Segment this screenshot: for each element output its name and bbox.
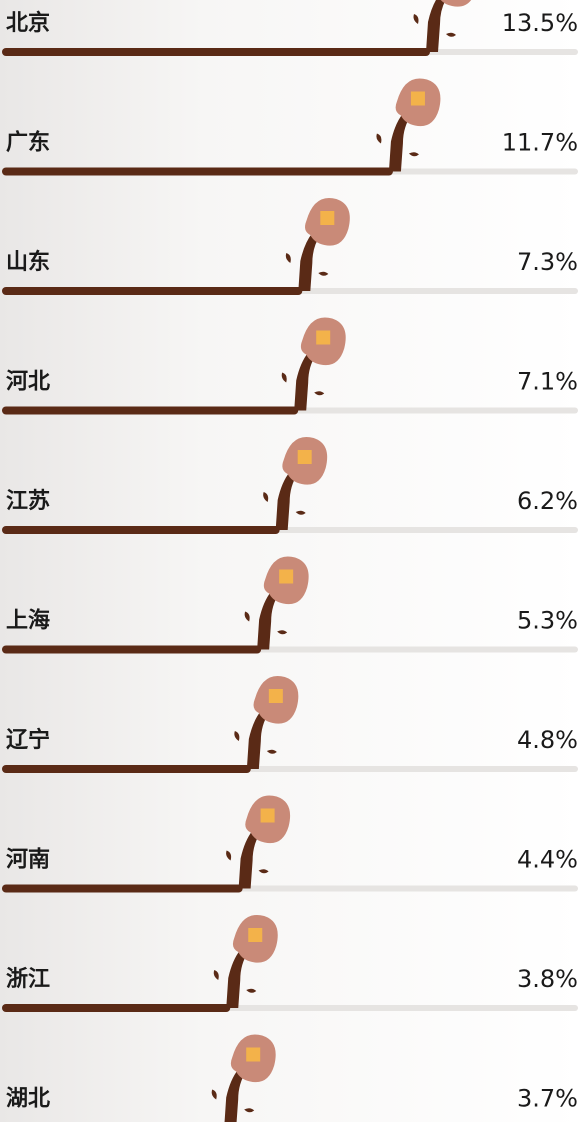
tree-badge bbox=[268, 689, 283, 703]
category-label: 河北 bbox=[6, 370, 50, 395]
tree-badge bbox=[246, 1047, 261, 1062]
tree-leaf bbox=[446, 32, 456, 37]
tree-trunk bbox=[388, 113, 411, 172]
tree-leaf bbox=[213, 970, 219, 980]
tree-leaf bbox=[277, 630, 288, 635]
category-label: 上海 bbox=[6, 608, 50, 634]
tree-leaf bbox=[226, 850, 232, 861]
value-label: 7.3% bbox=[517, 248, 578, 276]
tree-leaf bbox=[285, 253, 291, 263]
tree-icon bbox=[244, 556, 309, 650]
tree-leaf bbox=[244, 1108, 255, 1113]
bar bbox=[2, 167, 393, 176]
value-label: 6.2% bbox=[517, 487, 578, 515]
tree-leaf bbox=[263, 492, 269, 502]
value-label: 13.5% bbox=[502, 9, 578, 37]
tree-cap bbox=[440, 0, 472, 7]
bar bbox=[2, 765, 251, 773]
tree-icon bbox=[281, 317, 346, 411]
tree-trunk bbox=[257, 591, 280, 650]
tree-trunk bbox=[298, 233, 321, 291]
tree-leaf bbox=[295, 510, 306, 515]
category-label: 辽宁 bbox=[6, 727, 50, 753]
bar bbox=[2, 526, 280, 534]
bar bbox=[2, 1004, 231, 1012]
tree-icon bbox=[213, 914, 278, 1008]
bar bbox=[2, 287, 303, 295]
bar bbox=[2, 48, 430, 56]
tree-icon bbox=[413, 0, 472, 52]
tree-badge bbox=[316, 330, 331, 345]
tree-leaf bbox=[234, 731, 240, 741]
tree-trunk bbox=[275, 472, 298, 530]
tree-leaf bbox=[318, 271, 329, 276]
value-label: 11.7% bbox=[502, 129, 578, 157]
category-label: 山东 bbox=[6, 249, 50, 275]
tree-leaf bbox=[246, 988, 257, 993]
tree-icon bbox=[211, 1034, 276, 1122]
category-label: 北京 bbox=[6, 10, 50, 36]
value-label: 4.8% bbox=[517, 726, 578, 754]
tree-trunk bbox=[226, 950, 249, 1008]
tree-leaf bbox=[258, 869, 269, 874]
tree-badge bbox=[248, 928, 263, 942]
tree-icon bbox=[234, 675, 299, 769]
tree-trunk bbox=[294, 352, 317, 411]
tree-trunk bbox=[238, 830, 261, 889]
value-label: 7.1% bbox=[517, 368, 578, 396]
tree-icon bbox=[226, 795, 291, 889]
value-label: 5.3% bbox=[517, 607, 578, 635]
category-label: 江苏 bbox=[6, 488, 50, 514]
tree-icon bbox=[263, 436, 328, 530]
tree-trunk bbox=[246, 711, 269, 769]
tree-leaf bbox=[314, 391, 325, 396]
tree-leaf bbox=[413, 14, 419, 24]
tree-leaf bbox=[244, 611, 250, 622]
value-label: 3.8% bbox=[517, 965, 578, 993]
category-label: 河南 bbox=[6, 848, 50, 873]
tree-leaf bbox=[266, 749, 277, 754]
value-label: 4.4% bbox=[517, 846, 578, 874]
tree-trunk bbox=[426, 0, 446, 52]
category-label: 广东 bbox=[6, 130, 50, 156]
category-label: 浙江 bbox=[6, 967, 50, 992]
tree-leaf bbox=[211, 1089, 217, 1100]
bar bbox=[2, 884, 243, 893]
tree-icon bbox=[376, 78, 441, 172]
value-label: 3.7% bbox=[517, 1085, 578, 1113]
tree-icon bbox=[285, 197, 350, 291]
bar bbox=[2, 406, 299, 415]
tree-leaf bbox=[408, 152, 419, 157]
tree-badge bbox=[410, 91, 425, 106]
tree-leaf bbox=[281, 372, 287, 383]
tree-badge bbox=[297, 450, 312, 464]
tree-badge bbox=[260, 808, 275, 823]
tree-badge bbox=[320, 211, 335, 225]
bar bbox=[2, 645, 262, 654]
tree-badge bbox=[279, 569, 294, 584]
tree-leaf bbox=[376, 133, 382, 144]
tree-trunk bbox=[224, 1069, 247, 1122]
category-label: 湖北 bbox=[6, 1087, 50, 1112]
